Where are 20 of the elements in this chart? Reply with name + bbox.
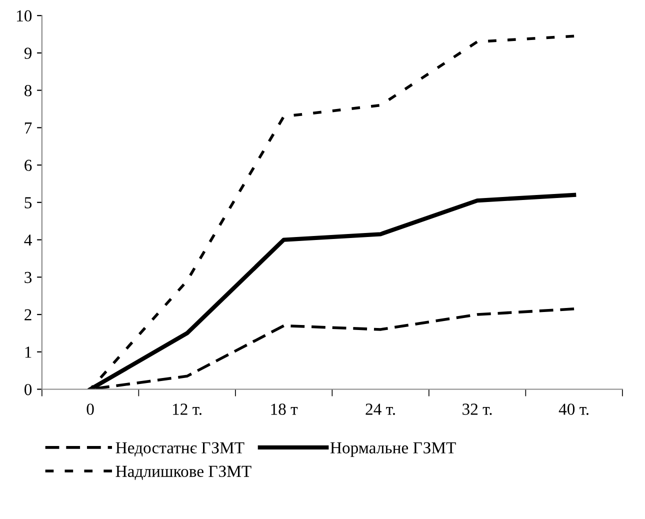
x-tick-label: 40 т. [558, 404, 588, 415]
legend-label: Недостатнє ГЗМТ [116, 442, 244, 457]
legend-label: Надлишкове ГЗМТ [116, 466, 252, 480]
y-tick-label: 4 [24, 234, 32, 246]
y-tick-label: 3 [24, 272, 32, 284]
y-tick-label: 5 [24, 197, 32, 208]
x-tick-label: 0 [86, 404, 94, 415]
x-tick-label: 32 т. [462, 404, 492, 415]
x-tick-label: 12 т. [173, 404, 202, 415]
x-tick-label: 24 т. [366, 404, 395, 415]
y-tick-label: 9 [24, 48, 32, 59]
y-tick-label: 0 [24, 384, 32, 396]
y-tick-label: 1 [25, 346, 32, 358]
y-tick-label: 10 [17, 10, 32, 22]
y-tick-label: 2 [24, 309, 32, 320]
y-tick-label: 8 [24, 85, 32, 96]
y-tick-label: 7 [24, 122, 32, 134]
legend-label: Нормальне ГЗМТ [330, 442, 456, 457]
y-tick-label: 6 [24, 160, 32, 171]
x-tick-label: 18 т [271, 404, 298, 415]
